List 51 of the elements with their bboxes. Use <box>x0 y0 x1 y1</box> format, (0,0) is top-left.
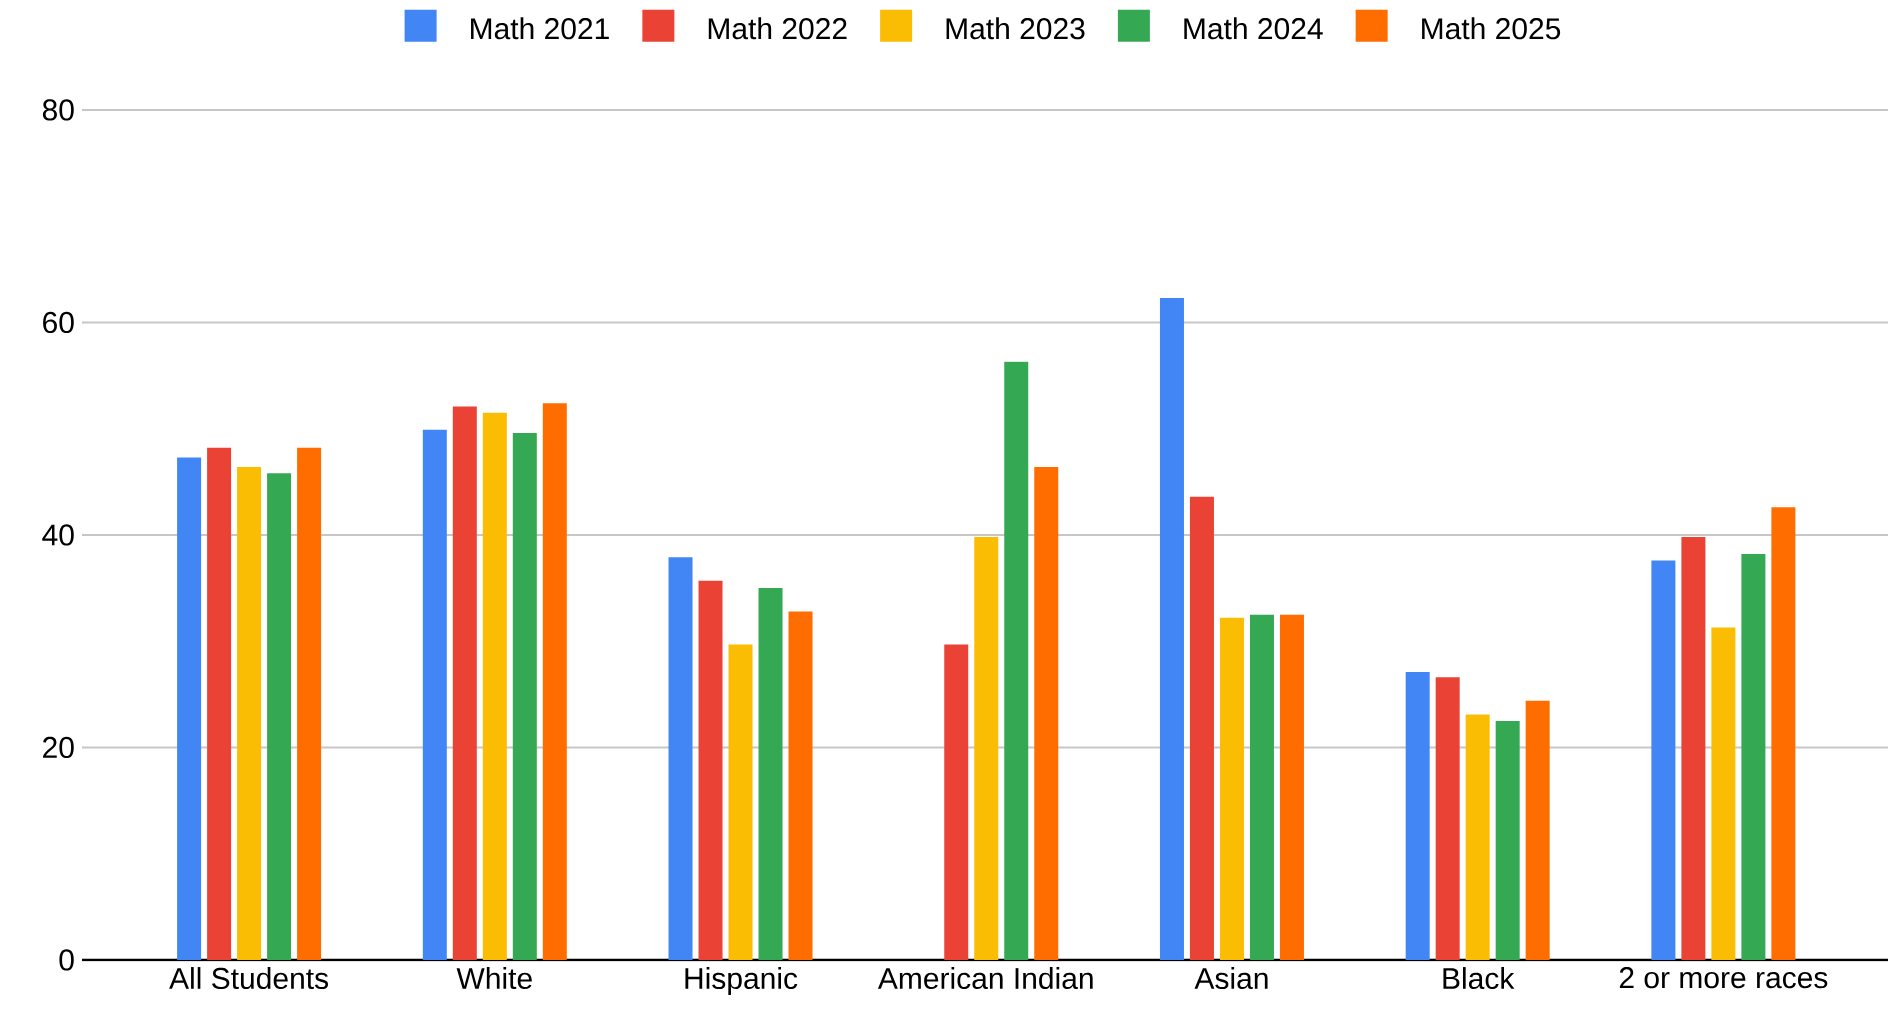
legend-label: Math 2021 <box>471 17 609 40</box>
y-tick-label: 80 <box>42 99 74 121</box>
x-tick-label: Asian <box>1194 967 1268 990</box>
y-tick-label: 20 <box>43 736 74 759</box>
bar <box>974 537 999 960</box>
bar <box>542 403 567 960</box>
bar <box>1741 554 1766 960</box>
x-tick-label: Hispanic <box>685 967 798 995</box>
bar <box>758 588 783 960</box>
bar <box>1189 496 1214 960</box>
x-tick-label: 2 or more races <box>1619 967 1828 989</box>
bar <box>297 447 322 960</box>
x-tick-label: White <box>456 967 532 990</box>
bar <box>482 412 507 960</box>
legend-label: Math 2025 <box>1422 17 1561 40</box>
bar <box>422 429 447 960</box>
bar <box>944 644 969 960</box>
legend-label: Math 2022 <box>708 17 847 40</box>
bar <box>1219 617 1244 960</box>
bar <box>1495 720 1520 960</box>
bar <box>1465 714 1490 960</box>
x-tick-label: All Students <box>169 967 328 990</box>
bar <box>788 611 813 960</box>
x-tick-label: Black <box>1443 967 1515 990</box>
bar <box>1435 677 1460 960</box>
bar <box>1159 298 1184 960</box>
bar <box>1651 560 1676 960</box>
bar <box>177 457 202 960</box>
bar <box>1525 700 1550 960</box>
legend-label: Math 2023 <box>946 17 1085 40</box>
bar <box>452 406 477 960</box>
bar <box>728 644 753 960</box>
bar <box>207 447 232 960</box>
bar <box>698 580 723 960</box>
bar <box>1711 627 1736 960</box>
x-tick-label: American Indian <box>877 967 1093 990</box>
bar <box>1034 466 1059 960</box>
bar <box>1681 537 1706 960</box>
bar <box>267 473 292 960</box>
y-tick-label: 0 <box>59 949 74 971</box>
bar <box>512 432 537 960</box>
bar <box>1249 614 1274 960</box>
bar <box>237 466 262 960</box>
bar <box>1771 507 1796 960</box>
y-tick-label: 40 <box>42 524 74 546</box>
bar <box>1405 672 1430 960</box>
bar <box>1279 614 1304 960</box>
bar <box>668 557 693 960</box>
legend-label: Math 2024 <box>1184 17 1323 40</box>
y-tick-label: 60 <box>43 311 74 334</box>
bar <box>1004 361 1029 960</box>
